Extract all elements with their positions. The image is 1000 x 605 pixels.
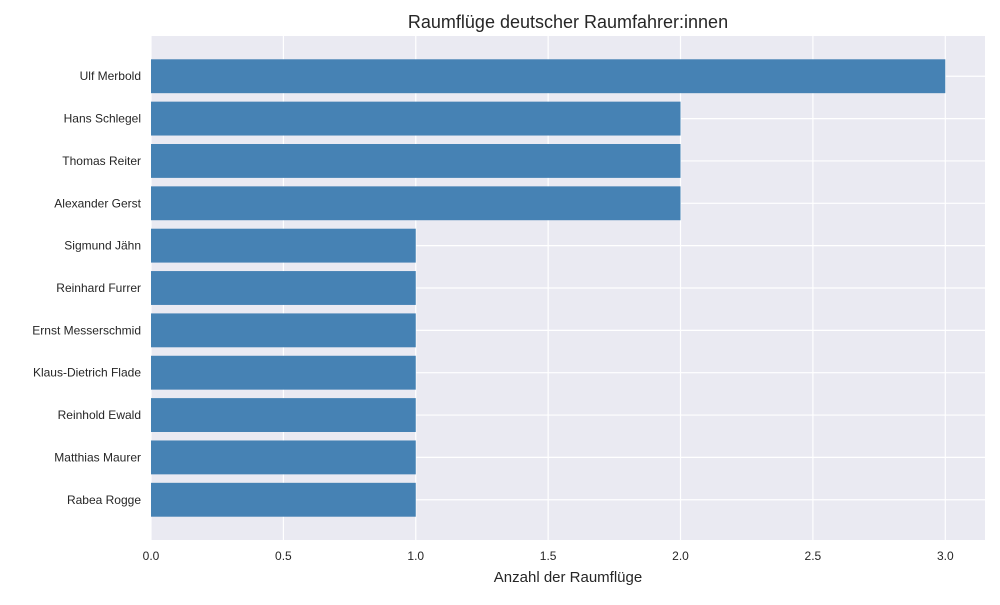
- y-tick-label: Matthias Maurer: [54, 450, 141, 464]
- y-tick-label: Rabea Rogge: [67, 493, 141, 507]
- bar: [151, 59, 946, 94]
- x-tick-labels: 0.0 0.5 1.0 1.5 2.0 2.5 3.0: [143, 549, 954, 563]
- y-tick-labels: Ulf Merbold Hans Schlegel Thomas Reiter Ale…: [32, 69, 141, 507]
- bar: [151, 228, 416, 263]
- y-tick-label: Alexander Gerst: [54, 196, 141, 210]
- x-axis-label: Anzahl der Raumflüge: [494, 569, 642, 586]
- bar: [151, 313, 416, 348]
- y-tick-label: Klaus-Dietrich Flade: [33, 366, 141, 380]
- y-tick-label: Reinhard Furrer: [56, 281, 141, 295]
- x-tick-label: 3.0: [937, 549, 954, 563]
- x-tick-label: 0.0: [143, 549, 160, 563]
- y-tick-label: Thomas Reiter: [62, 154, 141, 168]
- bar: [151, 144, 681, 178]
- bar: [151, 482, 416, 517]
- bar: [151, 440, 416, 475]
- y-tick-label: Sigmund Jähn: [64, 239, 141, 253]
- y-tick-label: Hans Schlegel: [64, 112, 141, 126]
- x-tick-label: 2.0: [672, 549, 689, 563]
- bar: [151, 101, 681, 136]
- y-tick-label: Reinhold Ewald: [58, 408, 141, 422]
- bar: [151, 186, 681, 221]
- x-tick-label: 0.5: [275, 549, 292, 563]
- x-tick-label: 1.0: [407, 549, 424, 563]
- y-tick-label: Ernst Messerschmid: [32, 323, 141, 337]
- chart-title: Raumflüge deutscher Raumfahrer:innen: [408, 12, 728, 32]
- bar: [151, 398, 416, 432]
- x-tick-label: 1.5: [540, 549, 557, 563]
- bars: [151, 59, 946, 517]
- x-tick-label: 2.5: [805, 549, 822, 563]
- bar: [151, 271, 416, 305]
- bar: [151, 355, 416, 390]
- y-tick-label: Ulf Merbold: [80, 69, 141, 83]
